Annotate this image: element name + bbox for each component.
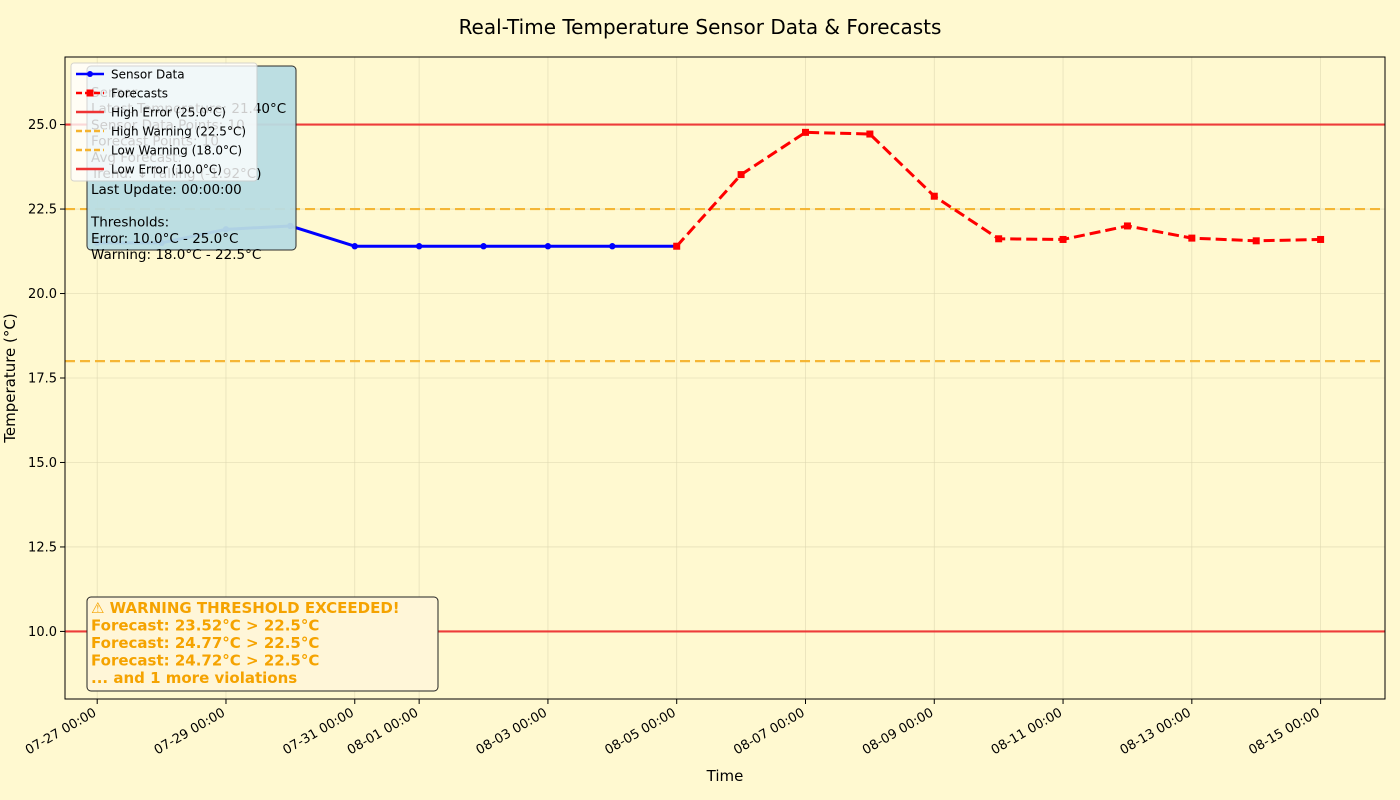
- plot-frame: [64, 56, 1386, 700]
- legend-label: Sensor Data: [111, 68, 185, 82]
- warning-box: ⚠ WARNING THRESHOLD EXCEEDED!Forecast: 2…: [86, 596, 439, 692]
- forecast-point: [1252, 237, 1260, 245]
- warning-box-line: Forecast: 24.77°C > 22.5°C: [91, 634, 319, 652]
- y-tick-label: 12.5: [28, 540, 57, 555]
- y-tick-label: 25.0: [28, 118, 57, 133]
- warning-box-line: ... and 1 more violations: [91, 669, 297, 687]
- y-tick-label: 17.5: [28, 372, 57, 387]
- warning-box-line: ⚠ WARNING THRESHOLD EXCEEDED!: [91, 599, 400, 617]
- legend-label: Low Warning (18.0°C): [111, 144, 242, 158]
- warning-box-line: Forecast: 24.72°C > 22.5°C: [91, 652, 319, 670]
- legend-label: Low Error (10.0°C): [111, 163, 222, 177]
- y-tick-label: 10.0: [28, 625, 57, 640]
- legend-background: [70, 62, 258, 182]
- forecast-point: [673, 242, 681, 250]
- y-tick-label: 22.5: [28, 203, 57, 218]
- warning-box-line: Forecast: 23.52°C > 22.5°C: [91, 617, 319, 635]
- chart-title: Real-Time Temperature Sensor Data & Fore…: [459, 15, 942, 39]
- legend-label: High Error (25.0°C): [111, 106, 226, 120]
- forecast-point: [1317, 235, 1325, 243]
- forecast-point: [866, 130, 874, 138]
- forecast-point: [737, 171, 745, 179]
- info-box-line: Warning: 18.0°C - 22.5°C: [91, 247, 261, 263]
- sensor-data-point: [609, 243, 616, 250]
- sensor-data-point: [351, 243, 358, 250]
- info-box-line: Last Update: 00:00:00: [91, 182, 242, 198]
- y-tick-label: 15.0: [28, 456, 57, 471]
- info-box-line: Thresholds:: [90, 215, 169, 231]
- sensor-data-point: [480, 243, 487, 250]
- legend: Sensor Data Forecasts High Error (25.0°C) H…: [70, 62, 258, 182]
- legend-label: Forecasts: [111, 87, 168, 101]
- x-axis-label: Time: [706, 767, 744, 785]
- y-tick-label: 20.0: [28, 287, 57, 302]
- forecast-point: [801, 128, 809, 136]
- legend-label: High Warning (22.5°C): [111, 125, 246, 139]
- forecast-point: [995, 235, 1003, 243]
- warning-box-background: [86, 596, 439, 692]
- y-axis: 10.0 12.5 15.0 17.5 20.0 22.5 25.0: [28, 118, 65, 640]
- y-axis-label: Temperature (°C): [1, 313, 19, 443]
- forecast-point: [1123, 222, 1131, 230]
- legend-marker: [87, 71, 93, 77]
- forecast-point: [1188, 234, 1196, 242]
- sensor-data-point: [544, 243, 552, 250]
- legend-marker: [86, 89, 94, 97]
- forecast-point: [930, 192, 938, 200]
- info-box-line: Error: 10.0°C - 25.0°C: [91, 231, 238, 247]
- sensor-data-point: [415, 243, 423, 250]
- forecast-point: [1059, 235, 1067, 243]
